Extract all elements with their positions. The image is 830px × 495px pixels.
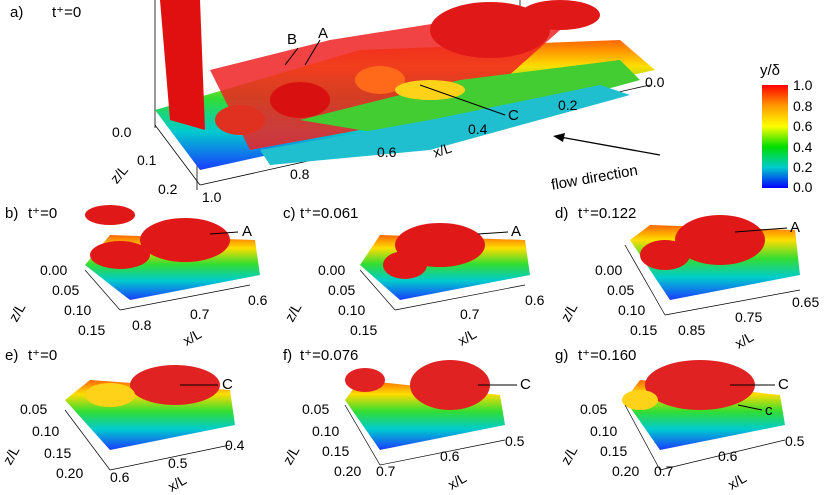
- panel-d-render: [624, 215, 801, 316]
- d-z-tick-3: 0.15: [630, 322, 658, 338]
- annotation-c-e: C: [222, 376, 233, 393]
- panel-e-label: e): [5, 347, 19, 364]
- a-z-tick-0: 0.0: [112, 124, 132, 140]
- b-x-tick-2: 0.6: [248, 292, 268, 308]
- panel-b-time: t⁺=0: [28, 205, 58, 222]
- colorbar-tick-4: 0.2: [793, 159, 813, 175]
- colorbar-tick-2: 0.6: [793, 118, 813, 134]
- b-x-tick-1: 0.7: [190, 306, 210, 322]
- f-z-tick-3: 0.20: [334, 463, 362, 479]
- c-z-tick-3: 0.15: [350, 322, 378, 338]
- a-z-tick-2: 0.2: [158, 181, 178, 197]
- panel-c-label: c): [283, 205, 296, 222]
- c-z-tick-2: 0.10: [338, 302, 366, 318]
- colorbar-tick-0: 1.0: [793, 77, 813, 93]
- panel-e-time: t⁺=0: [28, 347, 58, 364]
- b-z-tick-2: 0.10: [64, 302, 92, 318]
- colorbar-tick-1: 0.8: [793, 98, 813, 114]
- panel-a-label: a): [10, 4, 24, 21]
- a-x-tick-1: 0.8: [290, 166, 310, 182]
- annotation-a-d: A: [790, 219, 801, 236]
- g-z-tick-2: 0.15: [600, 443, 628, 459]
- d-z-tick-1: 0.05: [607, 282, 635, 298]
- g-x-tick-0: 0.7: [654, 463, 674, 479]
- colorbar-tick-5: 0.0: [793, 179, 813, 195]
- c-x-tick-1: 0.6: [525, 292, 545, 308]
- panel-g-render: [622, 360, 786, 471]
- e-x-tick-2: 0.4: [225, 437, 245, 453]
- panel-e-render: [64, 365, 235, 471]
- f-z-tick-0: 0.05: [302, 401, 330, 417]
- panel-b-label: b): [5, 205, 19, 222]
- d-x-tick-1: 0.75: [735, 309, 763, 325]
- panel-d-time: t⁺=0.122: [578, 205, 637, 222]
- panel-g-time: t⁺=0.160: [578, 347, 637, 364]
- annotation-c-g: C: [778, 376, 789, 393]
- panel-c-render: [359, 223, 530, 311]
- panel-g-label: g): [555, 347, 569, 364]
- d-z-tick-2: 0.10: [618, 302, 646, 318]
- g-x-tick-1: 0.6: [718, 448, 738, 464]
- panel-a-time: t⁺=0: [52, 4, 82, 21]
- panel-f-time: t⁺=0.076: [300, 347, 359, 364]
- annotation-a-c: A: [511, 223, 522, 240]
- e-z-tick-0: 0.05: [20, 401, 48, 417]
- b-z-tick-0: 0.00: [40, 262, 68, 278]
- a-z-tick-1: 0.1: [137, 152, 157, 168]
- b-z-tick-3: 0.15: [78, 322, 106, 338]
- panel-f-render: [344, 360, 506, 466]
- annotation-c-small: c: [765, 402, 773, 419]
- panel-a-render: [154, 0, 655, 190]
- e-z-tick-3: 0.20: [56, 465, 84, 481]
- d-x-tick-0: 0.85: [678, 322, 706, 338]
- annotation-c-f: C: [520, 376, 531, 393]
- panel-b-render: [84, 205, 260, 311]
- annotation-c-main: C: [508, 107, 519, 124]
- a-x-tick-2: 0.6: [377, 144, 397, 160]
- flow-arrow: [553, 133, 661, 156]
- d-x-tick-2: 0.65: [792, 294, 820, 310]
- g-z-tick-0: 0.05: [580, 401, 608, 417]
- panel-f-label: f): [283, 347, 293, 364]
- g-z-tick-1: 0.10: [590, 423, 618, 439]
- colorbar: [762, 85, 788, 188]
- a-x-tick-0: 1.0: [202, 189, 222, 205]
- colorbar-title: y/δ: [760, 62, 781, 79]
- c-z-tick-0: 0.00: [318, 262, 346, 278]
- e-z-tick-2: 0.15: [44, 445, 72, 461]
- e-z-tick-1: 0.10: [32, 423, 60, 439]
- c-z-tick-1: 0.05: [328, 282, 356, 298]
- f-x-tick-1: 0.6: [440, 448, 460, 464]
- f-z-tick-2: 0.15: [322, 443, 350, 459]
- annotation-leaders: [180, 39, 788, 411]
- b-x-tick-0: 0.8: [132, 317, 152, 333]
- f-x-tick-0: 0.7: [376, 463, 396, 479]
- a-x-tick-3: 0.4: [468, 121, 488, 137]
- a-x-tick-5: 0.0: [645, 74, 665, 90]
- panel-d-label: d): [555, 205, 569, 222]
- g-x-tick-2: 0.5: [785, 433, 805, 449]
- a-x-tick-4: 0.2: [558, 97, 578, 113]
- colorbar-tick-3: 0.4: [793, 139, 813, 155]
- e-x-tick-0: 0.6: [110, 469, 130, 485]
- b-z-tick-1: 0.05: [52, 282, 80, 298]
- c-x-tick-0: 0.7: [460, 306, 480, 322]
- figure-canvas: [64, 0, 801, 471]
- e-x-tick-1: 0.5: [168, 455, 188, 471]
- d-z-tick-0: 0.00: [595, 262, 623, 278]
- annotation-a-main: A: [318, 25, 329, 42]
- f-x-tick-2: 0.5: [505, 433, 525, 449]
- panel-c-time: t⁺=0.061: [300, 205, 359, 222]
- f-z-tick-1: 0.10: [312, 423, 340, 439]
- annotation-b: B: [287, 31, 298, 48]
- annotation-a-b: A: [242, 223, 253, 240]
- g-z-tick-3: 0.20: [612, 463, 640, 479]
